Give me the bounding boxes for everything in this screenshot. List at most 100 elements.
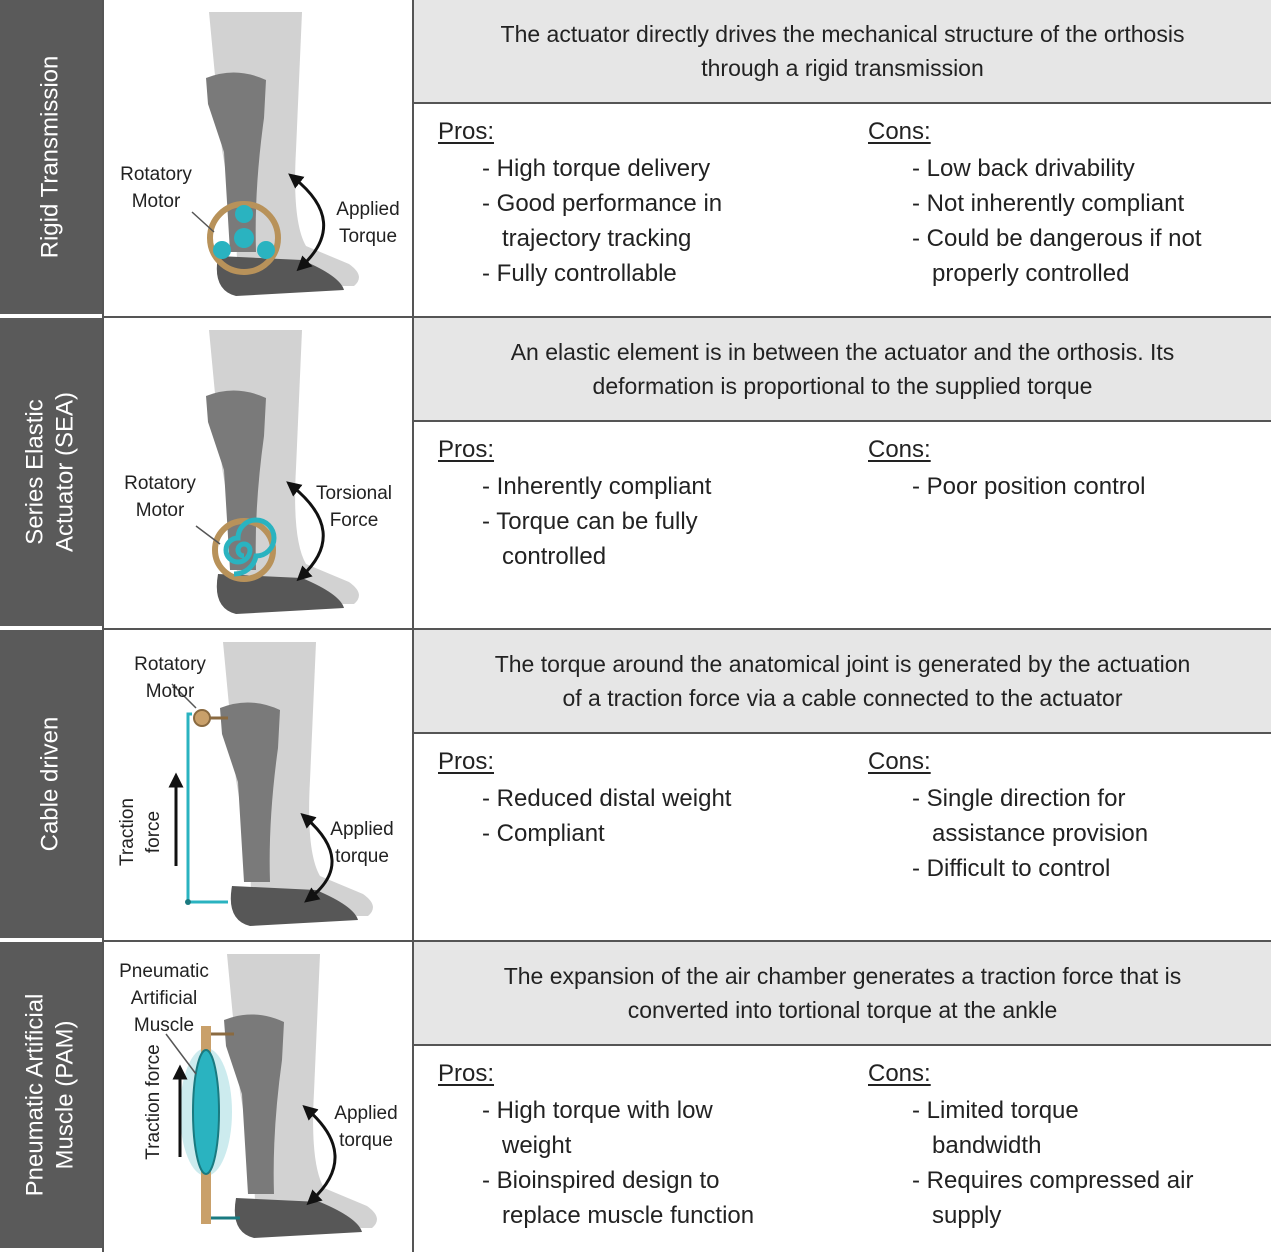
pros-item: - Bioinspired design to replace muscle fu… xyxy=(482,1163,754,1233)
cons-item: - Difficult to control xyxy=(912,851,1148,886)
arrow xyxy=(302,1105,337,1206)
cons-list: - Single direction for assistance provisi… xyxy=(912,781,1148,886)
cons-line: supply xyxy=(932,1202,1002,1229)
label: Traction xyxy=(117,798,138,866)
pros-line: weight xyxy=(502,1132,572,1159)
pros-list: - Reduced distal weight - Compliant xyxy=(482,781,731,851)
pros-item: - Torque can be fully controlled xyxy=(482,504,711,574)
description-line: The expansion of the air chamber generat… xyxy=(503,963,1182,989)
divider xyxy=(102,0,104,318)
description: An elastic element is in between the act… xyxy=(414,318,1271,422)
row-label-block: Pneumatic Artificial Muscle (PAM) xyxy=(0,942,102,1248)
label: Motor xyxy=(132,191,181,212)
row-label: Cable driven xyxy=(36,717,63,852)
pros-heading: Pros: xyxy=(438,118,495,145)
illustration: Rotatory Motor Applied Torque xyxy=(120,0,400,316)
label: Muscle xyxy=(134,1015,194,1036)
spring xyxy=(223,517,277,577)
gear-ring xyxy=(207,201,281,275)
row-label-block: Rigid Transmission xyxy=(0,0,102,314)
label: Applied xyxy=(330,819,393,840)
label: Rotatory xyxy=(134,654,206,675)
cons-list: - Poor position control xyxy=(912,469,1145,504)
pros-item: - Good performance in trajectory tracking xyxy=(482,186,722,256)
pros-line: - Fully controllable xyxy=(482,260,677,287)
cons-heading: Cons: xyxy=(868,748,931,775)
pros-heading: Pros: xyxy=(438,436,495,463)
cons-line: bandwidth xyxy=(932,1132,1042,1159)
gear xyxy=(257,241,275,259)
row-label-line: Series Elastic xyxy=(21,399,48,544)
label: Rotatory xyxy=(120,164,192,185)
row-label: Rigid Transmission xyxy=(36,56,63,259)
pros-line: - Compliant xyxy=(482,820,605,847)
pros-item: - Inherently compliant xyxy=(482,469,711,504)
row-label-line: Pneumatic Artificial xyxy=(21,994,48,1197)
label: Pneumatic xyxy=(119,961,209,982)
cons-item: - Low back drivability xyxy=(912,151,1202,186)
pros-line: - Torque can be fully xyxy=(482,508,698,535)
cable xyxy=(186,712,228,904)
pros-line: - Bioinspired design to xyxy=(482,1167,720,1194)
divider xyxy=(102,942,104,1252)
description-line: converted into tortional torque at the a… xyxy=(627,997,1058,1023)
illustration: Rotatory Motor Traction force Applied to… xyxy=(117,630,394,940)
cons-heading: Cons: xyxy=(868,436,931,463)
divider xyxy=(102,940,1271,942)
pros-line: controlled xyxy=(502,543,607,570)
leg xyxy=(220,642,373,926)
label: torque xyxy=(339,1130,393,1151)
illustration: Rotatory Motor Torsional Force xyxy=(124,318,392,628)
pros-item: - Compliant xyxy=(482,816,731,851)
illustration: Pneumatic Artificial Muscle Traction for… xyxy=(119,942,398,1252)
pros-heading: Pros: xyxy=(438,1060,495,1087)
gear xyxy=(234,228,254,248)
row-label: Pneumatic Artificial Muscle (PAM) xyxy=(21,994,78,1197)
cons-line: - Difficult to control xyxy=(912,855,1111,882)
label: Artificial xyxy=(131,988,198,1009)
description: The expansion of the air chamber generat… xyxy=(414,942,1271,1046)
cons-line: properly controlled xyxy=(932,260,1130,287)
row-label-line: Muscle (PAM) xyxy=(51,1021,78,1170)
label: Force xyxy=(330,510,379,531)
row-label-block: Cable driven xyxy=(0,630,102,938)
description-line: of a traction force via a cable connecte… xyxy=(562,685,1123,711)
cons-heading: Cons: xyxy=(868,1060,931,1087)
leader xyxy=(165,1033,197,1075)
cons-heading: Cons: xyxy=(868,118,931,145)
cons-item: - Limited torque bandwidth xyxy=(912,1093,1193,1163)
pros-list: - High torque delivery - Good performance… xyxy=(482,151,722,291)
pros-list: - High torque with low weight - Bioinspire… xyxy=(482,1093,754,1233)
cons-item: - Could be dangerous if not properly cont… xyxy=(912,221,1202,291)
row-label-line: Cable driven xyxy=(36,717,63,852)
pros-item: - High torque delivery xyxy=(482,151,722,186)
label: force xyxy=(143,811,164,853)
pros-list: - Inherently compliant - Torque can be fu… xyxy=(482,469,711,574)
label: Traction force xyxy=(143,1044,164,1159)
row-label-block: Series Elastic Actuator (SEA) xyxy=(0,318,102,626)
description-line: The torque around the anatomical joint i… xyxy=(494,651,1191,677)
label: torque xyxy=(335,846,389,867)
label: Motor xyxy=(146,681,195,702)
pulley xyxy=(193,709,211,727)
description: The actuator directly drives the mechani… xyxy=(414,0,1271,104)
divider xyxy=(102,316,1271,318)
pros-item: - High torque with low weight xyxy=(482,1093,754,1163)
cons-line: - Requires compressed air xyxy=(912,1167,1194,1194)
description-line: through a rigid transmission xyxy=(701,55,984,81)
pros-line: replace muscle function xyxy=(502,1202,755,1229)
cons-item: - Poor position control xyxy=(912,469,1145,504)
cons-line: - Not inherently compliant xyxy=(912,190,1185,217)
ring xyxy=(212,518,276,582)
anchor xyxy=(185,899,191,905)
label: Applied xyxy=(336,199,399,220)
description-line: An elastic element is in between the act… xyxy=(510,339,1175,365)
pros-heading: Pros: xyxy=(438,748,495,775)
cons-line: - Single direction for xyxy=(912,785,1126,812)
gear xyxy=(213,241,231,259)
cons-line: - Could be dangerous if not xyxy=(912,225,1202,252)
label: Torque xyxy=(339,226,397,247)
cons-list: - Limited torque bandwidth - Requires comp… xyxy=(912,1093,1193,1233)
cons-line: - Low back drivability xyxy=(912,155,1135,182)
